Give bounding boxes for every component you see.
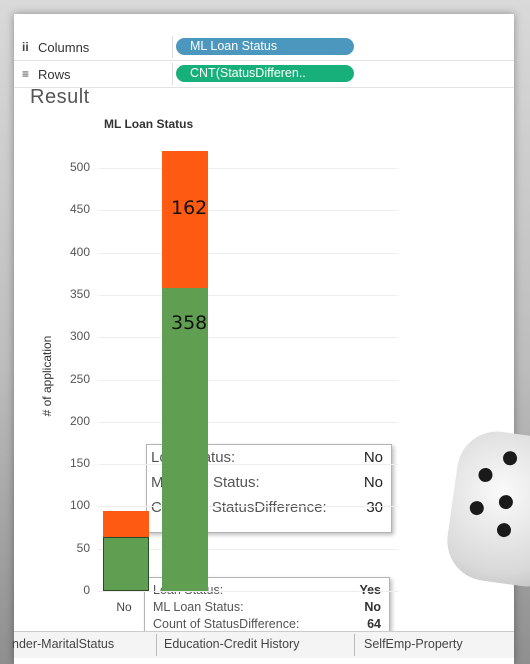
- rows-pill[interactable]: CNT(StatusDifferen..: [176, 65, 354, 82]
- y-tick-label: 500: [69, 160, 90, 174]
- gridline: [98, 421, 398, 423]
- gridline: [98, 464, 398, 466]
- y-tick-label: 50: [76, 540, 90, 555]
- sheet-tab-education[interactable]: Education-Credit History: [164, 637, 300, 651]
- gridline: [98, 210, 398, 212]
- chart-header: ML Loan Status: [104, 117, 194, 131]
- rows-shelf-label: Rows: [38, 67, 71, 82]
- columns-shelf-label: Columns: [38, 40, 90, 55]
- columns-shelf: ii Columns ML Loan Status: [14, 34, 514, 61]
- data-label-orange: 162: [171, 196, 208, 219]
- tab-divider: [156, 634, 157, 656]
- shelf-divider: [172, 63, 173, 85]
- die-pip: [502, 450, 518, 467]
- die-pip: [477, 467, 494, 483]
- gridline: [98, 506, 398, 508]
- columns-pill[interactable]: ML Loan Status: [176, 38, 354, 55]
- gridline: [98, 168, 398, 169]
- y-tick-label: 400: [69, 244, 90, 259]
- x-tick-label-no: No: [116, 600, 132, 614]
- y-tick-label: 350: [69, 286, 90, 301]
- y-tick-label: 450: [69, 202, 90, 217]
- y-tick-label: 0: [83, 583, 90, 597]
- tableau-window: ii Columns ML Loan Status ≡ Rows CNT(Sta…: [12, 14, 514, 664]
- tab-divider: [354, 634, 355, 656]
- y-tick-label: 200: [69, 413, 90, 428]
- die-pip: [468, 500, 485, 516]
- die-pip: [497, 494, 514, 510]
- shelf-divider: [172, 36, 173, 58]
- y-tick-label: 250: [69, 371, 90, 386]
- gridline: [98, 548, 398, 550]
- die-pip: [496, 522, 512, 538]
- columns-icon: ii: [22, 40, 29, 54]
- gridline: [98, 591, 398, 592]
- gridline: [98, 252, 398, 254]
- sheet-tab-marital[interactable]: nder-MaritalStatus: [12, 637, 115, 651]
- sheet-tab-selfemp[interactable]: SelfEmp-Property: [364, 637, 463, 651]
- sheet-title: Result: [30, 86, 90, 108]
- gridline: [98, 294, 398, 296]
- y-tick-label: 150: [69, 456, 90, 471]
- bar-no-green[interactable]: [103, 536, 149, 591]
- bar-no-orange[interactable]: [103, 511, 149, 537]
- gridline: [98, 337, 398, 339]
- sheet-tabs-bar: nder-MaritalStatus Education-Credit Hist…: [12, 631, 514, 658]
- rows-shelf: ≡ Rows CNT(StatusDifferen..: [14, 61, 514, 88]
- y-tick-label: 300: [69, 329, 90, 344]
- gridline: [98, 379, 398, 381]
- data-label-green: 358: [171, 312, 208, 335]
- rows-icon: ≡: [22, 67, 30, 81]
- bar-yes-orange[interactable]: [162, 151, 208, 289]
- bar-yes-green[interactable]: [162, 288, 208, 591]
- y-tick-label: 100: [69, 498, 90, 513]
